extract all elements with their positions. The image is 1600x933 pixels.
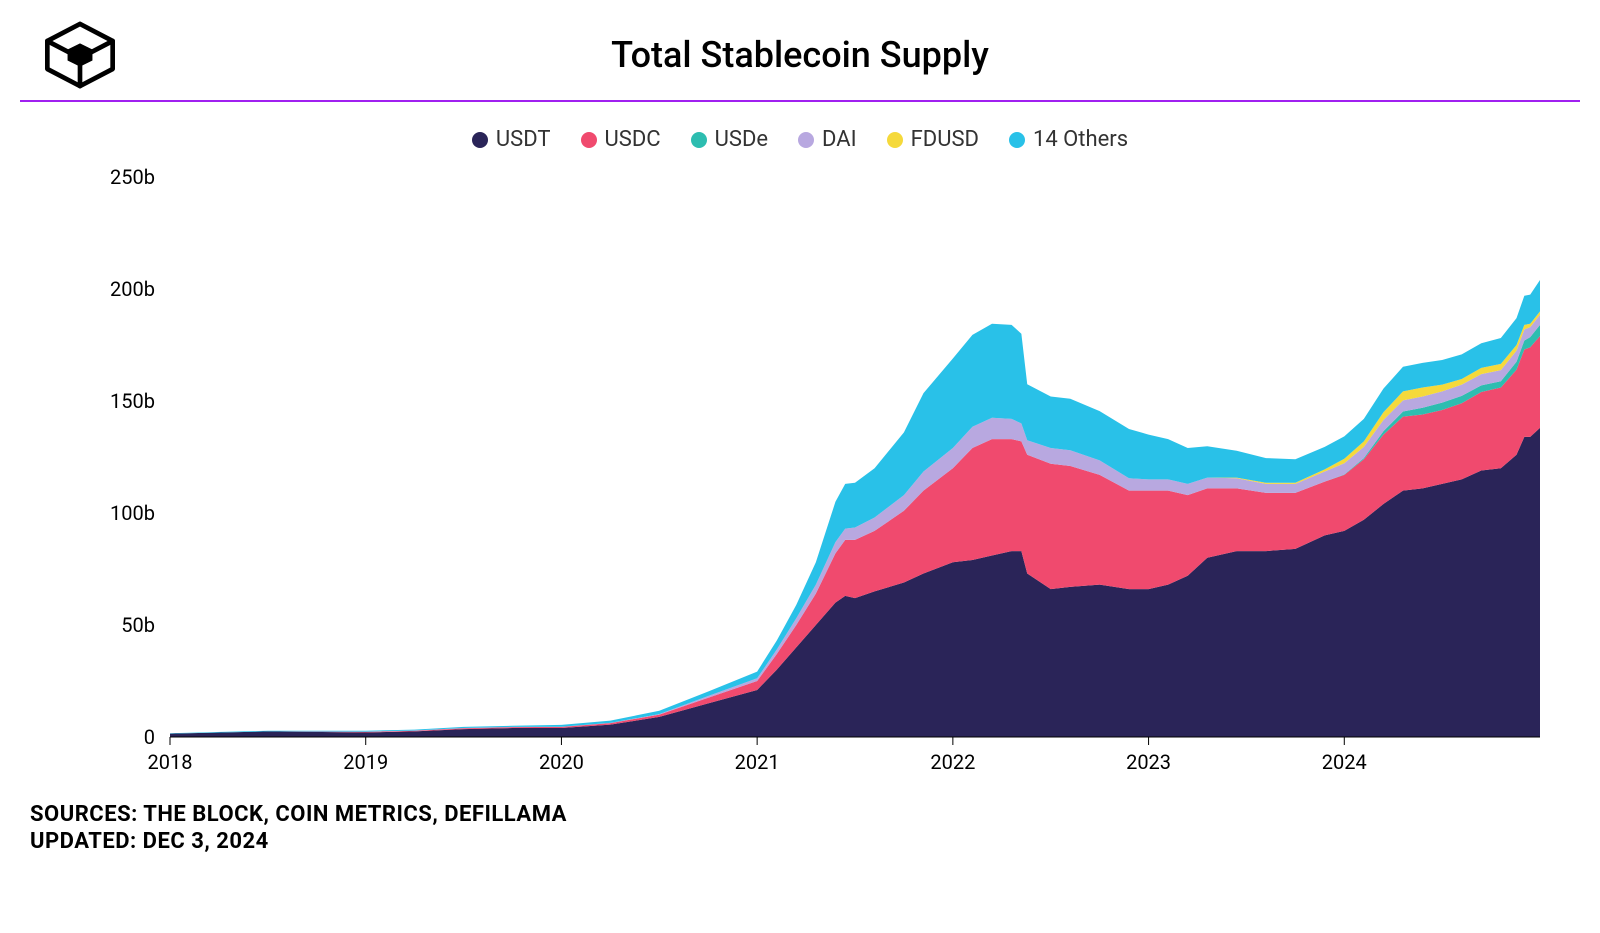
sources-text: SOURCES: THE BLOCK, COIN METRICS, DEFILL… (30, 802, 1570, 827)
legend-label: USDC (605, 127, 661, 152)
svg-text:2018: 2018 (148, 750, 193, 774)
legend-swatch (1009, 132, 1025, 148)
svg-text:50b: 50b (121, 613, 155, 637)
legend-item[interactable]: FDUSD (887, 127, 979, 152)
legend-item[interactable]: DAI (798, 127, 857, 152)
svg-text:2022: 2022 (930, 750, 975, 774)
svg-text:2021: 2021 (735, 750, 780, 774)
updated-text: UPDATED: DEC 3, 2024 (30, 829, 1570, 854)
svg-text:2024: 2024 (1322, 750, 1367, 774)
legend-swatch (798, 132, 814, 148)
legend-item[interactable]: USDC (581, 127, 661, 152)
legend-swatch (472, 132, 488, 148)
chart-title: Total Stablecoin Supply (120, 34, 1480, 76)
svg-text:200b: 200b (110, 277, 155, 301)
legend-label: 14 Others (1033, 127, 1128, 152)
legend-swatch (581, 132, 597, 148)
chart-legend: USDT USDC USDe DAI FDUSD 14 Others (0, 102, 1600, 167)
svg-text:0: 0 (144, 725, 155, 749)
legend-swatch (691, 132, 707, 148)
legend-item[interactable]: USDT (472, 127, 551, 152)
svg-text:2023: 2023 (1126, 750, 1171, 774)
svg-text:150b: 150b (110, 389, 155, 413)
stacked-area-chart: 0 50b 100b 150b 200b 250b 2018 2019 2020 2021 2022… (40, 167, 1560, 787)
svg-text:100b: 100b (110, 501, 155, 525)
chart-footer: SOURCES: THE BLOCK, COIN METRICS, DEFILL… (0, 787, 1600, 854)
legend-label: USDT (496, 127, 551, 152)
theblock-logo-icon (40, 20, 120, 90)
legend-label: DAI (822, 127, 857, 152)
svg-text:250b: 250b (110, 167, 155, 189)
legend-item[interactable]: 14 Others (1009, 127, 1128, 152)
chart-region: 0 50b 100b 150b 200b 250b 2018 2019 2020 2021 2022… (0, 167, 1600, 787)
legend-label: USDe (715, 127, 768, 152)
chart-header: Total Stablecoin Supply (0, 0, 1600, 100)
svg-text:2020: 2020 (539, 750, 584, 774)
legend-label: FDUSD (911, 127, 979, 152)
svg-text:2019: 2019 (343, 750, 388, 774)
legend-item[interactable]: USDe (691, 127, 768, 152)
legend-swatch (887, 132, 903, 148)
